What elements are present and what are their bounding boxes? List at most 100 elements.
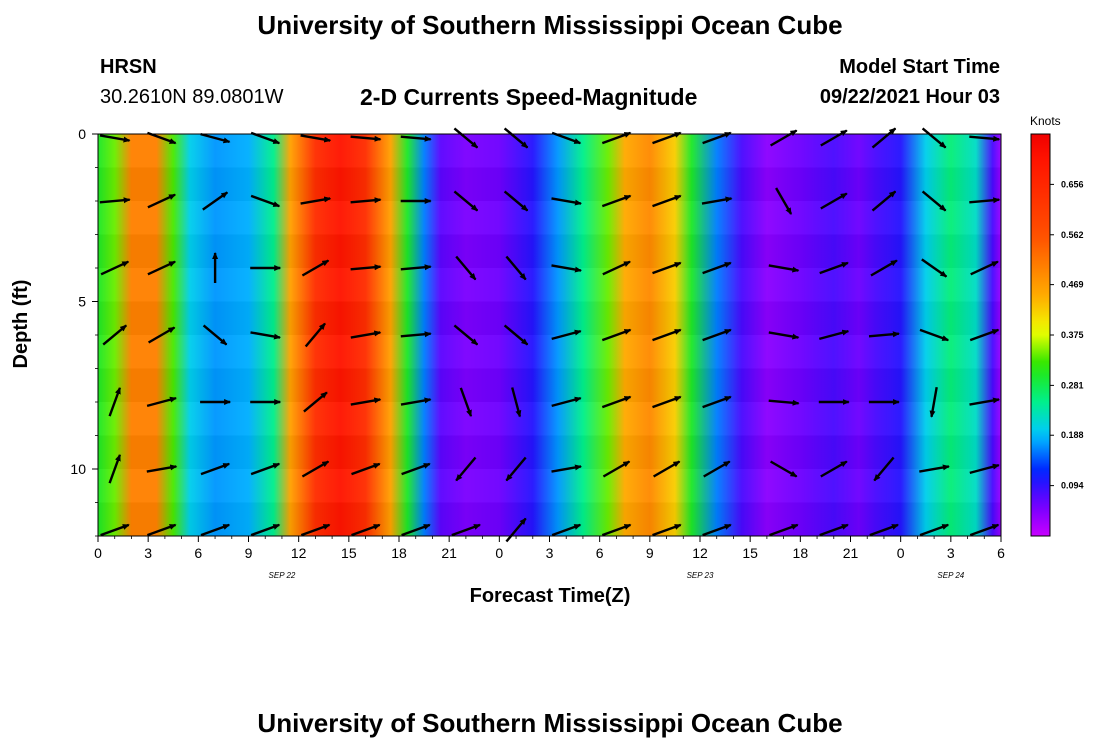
current-vector [100, 523, 130, 537]
x-tick-label: 9 [245, 545, 253, 561]
depth-layer-band [98, 436, 1001, 470]
model-start-label: Model Start Time [839, 56, 1000, 78]
colorbar-tick-label: 0.375 [1061, 330, 1084, 340]
depth-layer-band [98, 268, 1001, 302]
current-vector [505, 517, 527, 543]
current-vector [401, 523, 431, 537]
current-vector [921, 190, 947, 212]
model-start-value: 09/22/2021 Hour 03 [819, 86, 1000, 108]
colorbar-tick-label: 0.656 [1061, 179, 1084, 189]
current-vector-layer [99, 127, 1001, 543]
current-vector [551, 464, 582, 473]
current-vector [455, 255, 477, 281]
x-axis-label: Forecast Time(Z) [469, 585, 631, 607]
current-vector [969, 328, 1000, 342]
x-tick-label: 3 [546, 545, 554, 561]
x-tick-label: 0 [897, 545, 905, 561]
y-axis-label: Depth (ft) [10, 279, 32, 369]
depth-layer-band [98, 503, 1001, 537]
current-vector [303, 391, 328, 413]
x-tick-label: 15 [742, 545, 758, 561]
current-vector [919, 464, 950, 473]
depth-layer-band [98, 369, 1001, 403]
current-vector [108, 453, 122, 484]
current-vector [969, 135, 1001, 142]
main-title: University of Southern Mississippi Ocean… [257, 10, 843, 40]
current-vector [768, 331, 800, 340]
current-vector [770, 129, 798, 147]
current-vector [921, 127, 947, 149]
current-vector [147, 326, 176, 344]
current-vector [929, 386, 938, 418]
current-vector [99, 197, 131, 204]
current-vector [301, 460, 330, 478]
current-vector [703, 460, 731, 478]
date-label: SEP 22 [269, 571, 296, 580]
current-vector [200, 462, 231, 476]
x-tick-label: 0 [495, 545, 503, 561]
current-vector [969, 523, 1000, 537]
current-vector [652, 523, 682, 537]
current-vector [455, 456, 477, 482]
current-vector [551, 396, 582, 408]
current-vector [102, 324, 127, 346]
current-vector [868, 331, 900, 338]
y-tick-label: 5 [78, 294, 86, 310]
colorbar-unit-label: Knots [1030, 114, 1061, 128]
current-vector [551, 197, 582, 206]
current-vector [818, 329, 850, 341]
x-tick-label: 6 [596, 545, 604, 561]
x-tick-label: 6 [997, 545, 1005, 561]
x-tick-label: 15 [341, 545, 357, 561]
colorbar-tick-label: 0.094 [1061, 481, 1084, 491]
current-vector [503, 127, 529, 149]
current-vector [511, 387, 522, 418]
current-vector [701, 196, 733, 205]
current-vector [250, 462, 281, 476]
current-vector [551, 264, 582, 273]
current-vector [146, 464, 178, 473]
current-vector [304, 322, 326, 348]
x-tick-label: 18 [793, 545, 809, 561]
colorbar: 0.656 0.562 0.469 0.375 0.281 0.188 0.094 [1030, 133, 1084, 537]
current-vector [775, 187, 793, 215]
current-vector [551, 131, 582, 145]
depth-layer-band [98, 469, 1001, 503]
x-tick-label: 12 [692, 545, 708, 561]
current-vector [702, 395, 732, 409]
current-vector [871, 190, 897, 212]
current-vector [250, 131, 281, 145]
y-tick-label: 10 [70, 461, 86, 477]
x-tick-label: 0 [94, 545, 102, 561]
current-vector [551, 523, 582, 537]
current-vector [99, 134, 131, 143]
colorbar-tick-label: 0.469 [1061, 280, 1084, 290]
current-vector [147, 193, 177, 209]
current-vector [503, 190, 529, 212]
depth-layer-band [98, 302, 1001, 336]
depth-layer-band [98, 335, 1001, 369]
depth-layer-band [98, 134, 1001, 168]
current-vector [350, 397, 382, 406]
current-vector [601, 194, 632, 208]
current-vector [820, 192, 848, 210]
current-vector [969, 397, 1000, 406]
current-vector [652, 395, 682, 409]
current-vector [820, 129, 848, 147]
current-vector [652, 328, 682, 342]
current-vector [108, 386, 122, 417]
current-vector [871, 127, 897, 149]
colorbar-tick-label: 0.188 [1061, 430, 1084, 440]
current-vector [702, 328, 732, 342]
current-vector [702, 131, 732, 145]
current-vector [602, 460, 631, 478]
current-vector [146, 523, 177, 537]
x-tick-label: 3 [144, 545, 152, 561]
date-label: SEP 23 [687, 571, 714, 580]
current-vector [505, 456, 527, 482]
current-vector [601, 131, 632, 145]
x-tick-label: 3 [947, 545, 955, 561]
current-vector [351, 523, 381, 537]
current-vector [505, 255, 527, 281]
current-vector [921, 258, 948, 278]
